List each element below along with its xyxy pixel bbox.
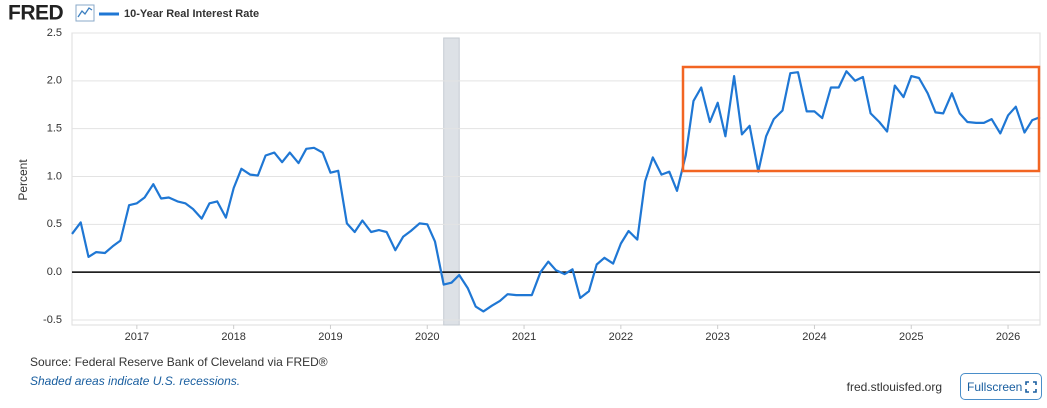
- x-tick-label: 2022: [609, 331, 633, 343]
- y-axis-label: Percent: [16, 159, 30, 201]
- x-tick-label: 2026: [996, 331, 1020, 343]
- x-tick-label: 2019: [318, 331, 342, 343]
- recession-shade: [443, 37, 460, 326]
- fullscreen-label: Fullscreen: [967, 379, 1023, 394]
- x-tick-label: 2024: [802, 331, 826, 343]
- x-tick-label: 2025: [899, 331, 923, 343]
- y-tick-label: -0.5: [43, 314, 62, 326]
- highlight-box: [681, 65, 1041, 173]
- series-line: [71, 70, 1041, 313]
- x-tick-label: 2021: [512, 331, 536, 343]
- y-tick-label: 1.5: [47, 123, 62, 135]
- plot-area: [71, 32, 1041, 326]
- y-tick-label: 2.5: [47, 27, 62, 39]
- url: fred.stlouisfed.org: [847, 380, 942, 394]
- y-tick-label: 2.0: [47, 75, 62, 87]
- y-tick-label: 0.5: [47, 218, 62, 230]
- fullscreen-icon: [1025, 380, 1038, 393]
- y-tick-label: 0.0: [47, 266, 62, 278]
- note: Shaded areas indicate U.S. recessions.: [30, 374, 240, 388]
- x-tick-label: 2018: [221, 331, 245, 343]
- logo-icon: [75, 4, 95, 22]
- fullscreen-button[interactable]: Fullscreen: [960, 373, 1042, 400]
- source: Source: Federal Reserve Bank of Clevelan…: [30, 355, 328, 369]
- x-tick-label: 2017: [125, 331, 149, 343]
- x-tick-label: 2020: [415, 331, 439, 343]
- x-tick-label: 2023: [705, 331, 729, 343]
- legend-label: 10-Year Real Interest Rate: [124, 8, 259, 20]
- logo: FRED: [8, 2, 64, 25]
- y-tick-label: 1.0: [47, 170, 62, 182]
